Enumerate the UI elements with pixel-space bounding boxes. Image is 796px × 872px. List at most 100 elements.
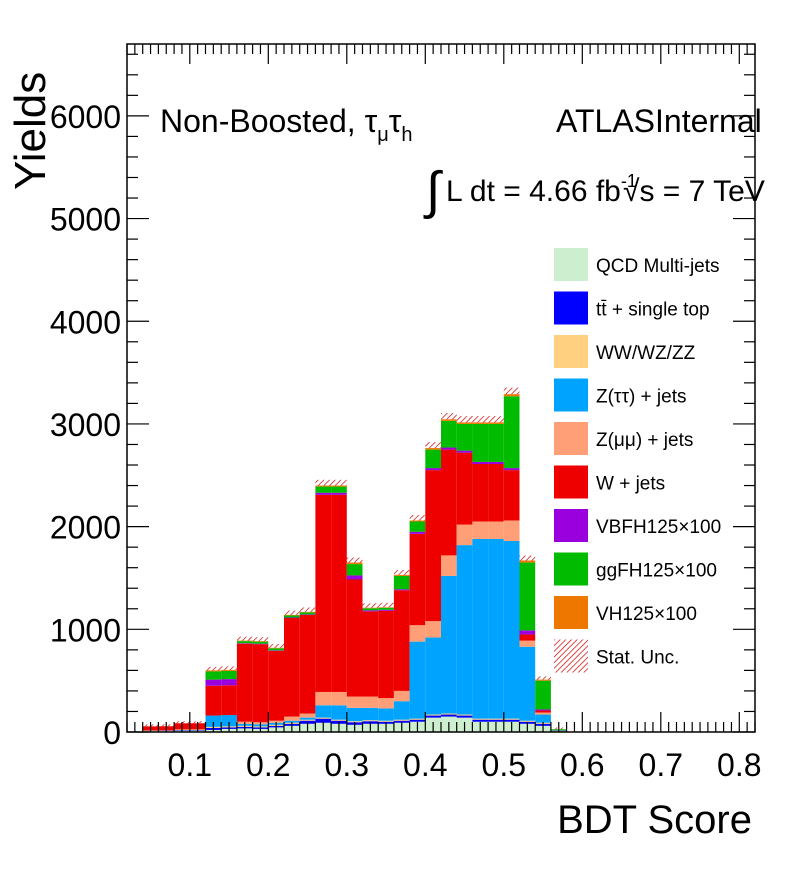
bar-segment (315, 705, 332, 718)
legend-swatch (554, 465, 588, 499)
bar-segment (519, 560, 536, 563)
y-tick-label: 4000 (50, 304, 121, 340)
legend-label: W + jets (596, 474, 665, 495)
stat-unc-bar (299, 607, 316, 612)
bar-segment (393, 575, 410, 590)
bar-segment (284, 716, 300, 721)
bar-segment (284, 618, 300, 717)
axis-tick-labels: 0.1 0.2 0.3 0.4 0.5 0.6 0.7 0.8 0 1000 2000 3000 400… (50, 99, 762, 783)
stat-unc-bar (346, 557, 363, 563)
bar-segment (331, 485, 347, 487)
legend-label: tt̄ + single top (596, 300, 710, 321)
luminosity-annotation: ∫ L dt = 4.66 fb-1 √s = 7 TeV (423, 162, 765, 220)
bar-segment (393, 574, 410, 576)
stat-unc-bar (236, 636, 253, 641)
bar-segment (456, 423, 473, 451)
x-tick-label: 0.7 (639, 747, 683, 783)
y-tick-label: 1000 (50, 612, 121, 648)
bar-segment (488, 538, 504, 719)
bar-segment (378, 607, 394, 610)
stat-unc-bar (472, 416, 489, 423)
bar-segment (535, 714, 551, 723)
stacked-bars (142, 394, 567, 732)
bar-segment (488, 423, 504, 462)
bar-segment (535, 709, 551, 711)
bar-segment (299, 713, 316, 718)
bar-segment (221, 670, 237, 680)
bar-segment (393, 589, 410, 591)
bar-segment (236, 641, 253, 644)
bar-segment (393, 590, 410, 691)
bar-segment (346, 575, 363, 580)
bar-segment (441, 419, 457, 421)
bar-segment (205, 670, 222, 672)
x-tick-label: 0.6 (560, 747, 604, 783)
bar-segment (503, 520, 520, 542)
bar-segment (331, 492, 347, 495)
stat-unc-bar (535, 676, 551, 680)
legend-label: VH125×100 (596, 604, 697, 625)
x-tick-label: 0.8 (717, 747, 761, 783)
bar-segment (331, 691, 347, 706)
bar-segment (425, 468, 441, 471)
y-tick-label: 2000 (50, 510, 121, 546)
bar-segment (221, 669, 237, 671)
bar-segment (519, 720, 536, 722)
bar-segment (362, 610, 379, 612)
bar-segment (221, 685, 237, 716)
bar-segment (268, 648, 284, 651)
y-tick-label: 6000 (50, 99, 121, 135)
bar-segment (331, 719, 347, 721)
bar-segment (378, 698, 394, 709)
energy-label: √s = 7 TeV (623, 175, 765, 208)
x-tick-label: 0.4 (403, 747, 447, 783)
legend-label: ggFH125×100 (596, 561, 717, 582)
bar-segment (378, 720, 394, 722)
bar-segment (503, 396, 520, 469)
legend-swatch (554, 596, 588, 629)
bar-segment (472, 521, 489, 539)
bar-segment (315, 691, 332, 706)
bar-segment (488, 422, 504, 424)
bar-segment (503, 718, 520, 720)
bar-segment (378, 708, 394, 721)
bar-segment (441, 713, 457, 715)
bar-segment (456, 715, 473, 718)
bar-segment (472, 423, 489, 462)
bar-segment (441, 447, 457, 450)
bar-segment (488, 461, 504, 464)
bar-segment (362, 707, 379, 721)
bar-segment (205, 685, 222, 716)
bar-segment (409, 521, 426, 532)
bar-segment (378, 609, 394, 611)
bar-segment (409, 625, 426, 642)
bar-segment (346, 721, 363, 723)
bar-segment (205, 679, 222, 686)
bar-segment (284, 614, 300, 616)
bar-segment (488, 718, 504, 720)
stat-unc-bar (409, 515, 426, 521)
bar-segment (362, 696, 379, 708)
bar-segment (503, 541, 520, 719)
axis-ticks (126, 44, 756, 733)
legend-swatch (554, 378, 588, 412)
bar-segment (535, 679, 551, 681)
bar-segment (441, 714, 457, 717)
bar-segment (472, 719, 489, 722)
bar-segment (268, 647, 284, 649)
bar-segment (441, 555, 457, 576)
channel-tau-h: τ (389, 103, 402, 139)
bar-segment (331, 486, 347, 493)
stat-unc-bar (252, 637, 269, 642)
bar-segment (393, 701, 410, 720)
bar-segment (409, 533, 426, 626)
legend-label: WW/WZ/ZZ (596, 343, 696, 364)
stat-unc-bar (315, 479, 332, 486)
bar-segment (205, 715, 222, 727)
bar-segment (535, 680, 551, 710)
bar-segment (362, 607, 379, 609)
legend-label: VBFH125×100 (596, 517, 721, 538)
stat-unc-bar (268, 643, 284, 648)
x-tick-label: 0.5 (482, 747, 526, 783)
